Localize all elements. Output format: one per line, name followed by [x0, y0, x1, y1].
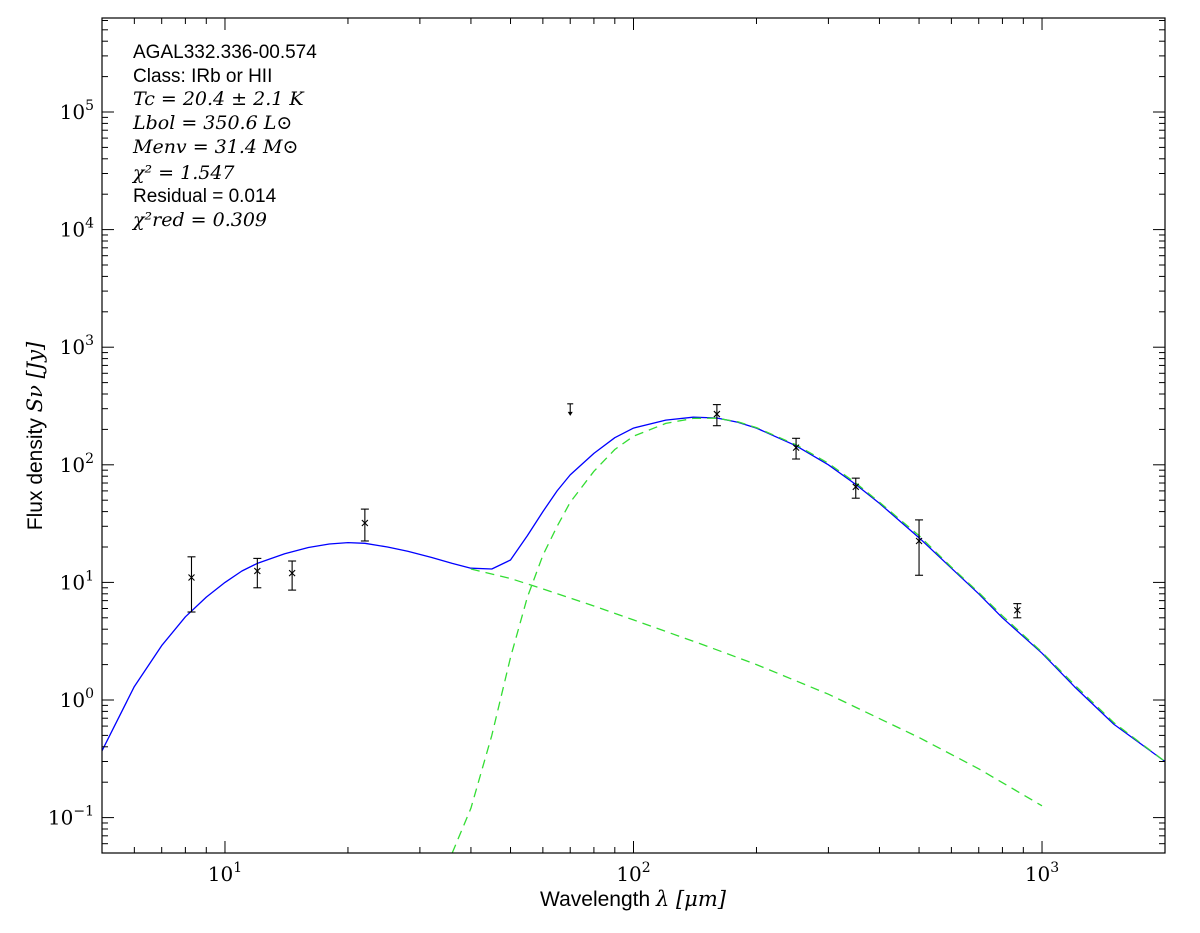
point-marker-b	[188, 574, 195, 581]
x-axis-label-math: λ [μm]	[655, 887, 727, 911]
x-tick-label-base: 10	[616, 862, 641, 886]
data-point	[1013, 603, 1022, 619]
points-layer	[187, 403, 1022, 619]
y-tick-label-base: 10	[48, 806, 73, 830]
y-tick-label-exp: 3	[85, 333, 94, 349]
annotation-class: Class: IRb or HII	[133, 66, 272, 87]
y-tick-label-exp: 0	[85, 686, 94, 702]
point-marker-b	[713, 410, 721, 418]
y-tick-label-exp: −1	[73, 804, 94, 820]
x-axis-label: Wavelength λ [μm]	[540, 887, 727, 911]
data-point	[712, 404, 721, 427]
data-point	[915, 519, 924, 576]
y-tick-label-exp: 1	[85, 568, 94, 584]
upper-limit-arrow	[567, 411, 573, 416]
data-point	[187, 556, 196, 613]
component-curve-2	[470, 568, 1043, 807]
x-axis-label-text: Wavelength	[540, 888, 656, 911]
y-tick-label: 102	[60, 451, 94, 477]
annotation-source: AGAL332.336-00.574	[133, 42, 317, 63]
y-tick-label-exp: 2	[85, 451, 94, 467]
annotation-chi2red: χ²red = 0.309	[131, 209, 267, 231]
upper-limit-point	[567, 403, 574, 416]
y-tick-label: 103	[60, 333, 94, 359]
y-tick-label: 101	[60, 568, 94, 594]
x-tick-label-base: 10	[208, 862, 233, 886]
x-tick-label-exp: 2	[642, 860, 651, 876]
y-tick-label-base: 10	[60, 335, 85, 359]
annotation-residual: Residual = 0.014	[133, 186, 277, 207]
data-point	[851, 477, 860, 499]
y-axis-label-math: Sν [Jy]	[23, 341, 47, 412]
x-tick-label-base: 10	[1025, 862, 1050, 886]
point-marker-b	[792, 444, 800, 452]
x-tick-label-exp: 3	[1050, 860, 1059, 876]
y-tick-label: 10−1	[48, 804, 94, 830]
data-point	[253, 557, 262, 589]
annotation-block: AGAL332.336-00.574 Class: IRb or HII Tc …	[131, 42, 317, 231]
y-tick-label-base: 10	[60, 100, 85, 124]
y-tick-label-exp: 4	[85, 216, 94, 232]
component-curve-1	[451, 417, 1165, 853]
annotation-lbol: Lbol = 350.6 L⊙	[132, 112, 292, 134]
y-axis-label: Flux density Sν [Jy]	[23, 341, 47, 530]
data-point	[792, 437, 801, 460]
point-marker-b	[361, 519, 369, 527]
y-tick-label-base: 10	[60, 453, 85, 477]
y-tick-label: 100	[60, 686, 94, 712]
data-point	[360, 508, 369, 542]
x-tick-label-exp: 1	[233, 860, 242, 876]
x-tick-label: 102	[616, 860, 650, 886]
point-marker-b	[1013, 606, 1021, 614]
y-tick-label-base: 10	[60, 570, 85, 594]
y-tick-label-base: 10	[60, 218, 85, 242]
annotation-menv: Menv = 31.4 M⊙	[132, 136, 298, 158]
annotation-chi2: χ² = 1.547	[131, 162, 235, 184]
y-tick-label-base: 10	[60, 688, 85, 712]
y-tick-label: 104	[60, 216, 94, 242]
y-tick-label: 105	[60, 98, 94, 124]
x-tick-label: 103	[1025, 860, 1059, 886]
series-layer	[102, 416, 1165, 853]
annotation-tc: Tc = 20.4 ± 2.1 K	[133, 88, 305, 110]
point-marker-b	[253, 567, 261, 575]
point-marker-b	[288, 569, 296, 577]
data-point	[288, 560, 297, 591]
point-marker-b	[915, 537, 923, 545]
y-tick-label-exp: 5	[85, 98, 94, 114]
x-tick-label: 101	[208, 860, 242, 886]
y-axis-label-text: Flux density	[24, 412, 47, 530]
total-fit-curve	[102, 416, 1165, 763]
point-marker-b	[852, 483, 860, 491]
